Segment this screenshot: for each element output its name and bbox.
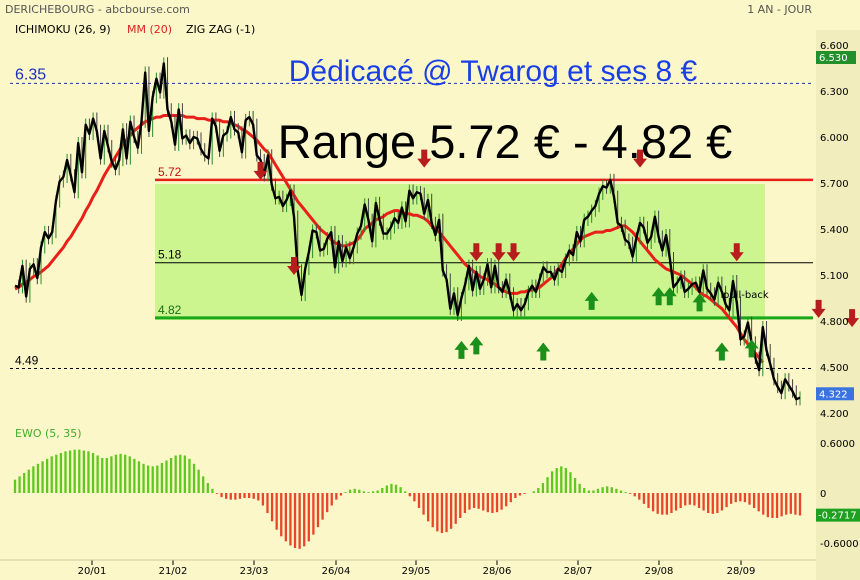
down-arrow-icon — [491, 243, 506, 262]
x-tick-label: 28/09 — [727, 566, 756, 577]
down-arrow-icon — [811, 299, 826, 318]
axes: 6.600 6.300 6.000 5.700 5.400 5.100 4.800 4.500… — [0, 41, 860, 577]
down-arrow-icon — [845, 309, 860, 328]
up-arrow-icon — [714, 342, 729, 361]
price-tick-label: 4.800 — [820, 317, 849, 328]
signal-arrows — [253, 149, 860, 361]
pullback-annotation: pull-back — [723, 290, 769, 301]
down-arrow-icon — [633, 149, 648, 168]
price-axis-panel — [816, 30, 860, 580]
ewo-tick-label: -0.6000 — [820, 539, 859, 550]
price-tick-label: 4.500 — [820, 363, 849, 374]
price-layer — [14, 57, 801, 406]
down-arrow-icon — [253, 161, 268, 180]
level-label-5.72: 5.72 — [158, 165, 182, 179]
x-tick-label: 23/03 — [240, 566, 269, 577]
ewo-last-badge — [816, 508, 860, 522]
x-tick-label: 28/06 — [483, 566, 512, 577]
indicator-ichimoku: ICHIMOKU (26, 9) — [15, 23, 111, 36]
down-arrow-icon — [287, 257, 302, 275]
last-price-badge — [816, 387, 854, 401]
range-box — [155, 184, 765, 320]
price-tick-label: 6.300 — [820, 87, 849, 98]
down-arrow-icon — [506, 243, 521, 262]
price-tick-label: 4.200 — [820, 409, 849, 420]
ewo-tick-label: 0.6000 — [820, 439, 855, 450]
last-price-label: 4.322 — [819, 389, 848, 400]
dedication-annotation: Dédicacé @ Twarog et ses 8 € — [289, 55, 698, 88]
x-tick-label: 26/04 — [322, 566, 351, 577]
price-tick-label: 6.000 — [820, 133, 849, 144]
chart-source-title: DERICHEBOURG - abcbourse.com — [5, 3, 190, 16]
up-arrow-icon — [469, 336, 484, 355]
down-arrow-icon — [729, 243, 744, 262]
ewo-tick-label: 0 — [820, 489, 826, 500]
ewo-histogram — [13, 449, 802, 549]
up-arrow-icon — [536, 342, 551, 361]
top-value-badge — [816, 51, 856, 64]
range-annotation: Range 5.72 € - 4.82 € — [278, 115, 733, 168]
price-tick-label: 5.100 — [820, 271, 849, 282]
up-arrow-icon — [744, 339, 759, 358]
x-tick-label: 21/02 — [159, 566, 188, 577]
price-tick-label: 5.400 — [820, 225, 849, 236]
up-arrow-icon — [651, 287, 666, 306]
up-arrow-icon — [692, 293, 707, 312]
x-tick-label: 29/05 — [402, 566, 431, 577]
x-tick-label: 28/07 — [564, 566, 593, 577]
top-value-label: 6.530 — [819, 53, 848, 64]
level-label-5.18: 5.18 — [158, 248, 182, 262]
level-label-4.82: 4.82 — [158, 303, 182, 317]
x-tick-label: 20/01 — [78, 566, 107, 577]
up-arrow-icon — [584, 291, 599, 310]
indicator-ma: MM (20) — [127, 23, 172, 36]
x-tick-label: 29/08 — [645, 566, 674, 577]
price-tick-label: 5.700 — [820, 179, 849, 190]
chart-period: 1 AN - JOUR — [747, 3, 812, 16]
down-arrow-icon — [417, 149, 432, 168]
price-line — [14, 62, 801, 401]
ewo-last-label: -0.2717 — [818, 511, 857, 522]
ewo-title: EWO (5, 35) — [15, 427, 82, 440]
price-tick-label: 6.600 — [820, 41, 849, 52]
level-label-4.49: 4.49 — [15, 354, 39, 368]
up-arrow-icon — [454, 340, 469, 359]
level-label-6.35: 6.35 — [15, 66, 46, 83]
up-arrow-icon — [662, 287, 677, 306]
indicator-zigzag: ZIG ZAG (-1) — [186, 23, 255, 36]
down-arrow-icon — [469, 243, 484, 262]
